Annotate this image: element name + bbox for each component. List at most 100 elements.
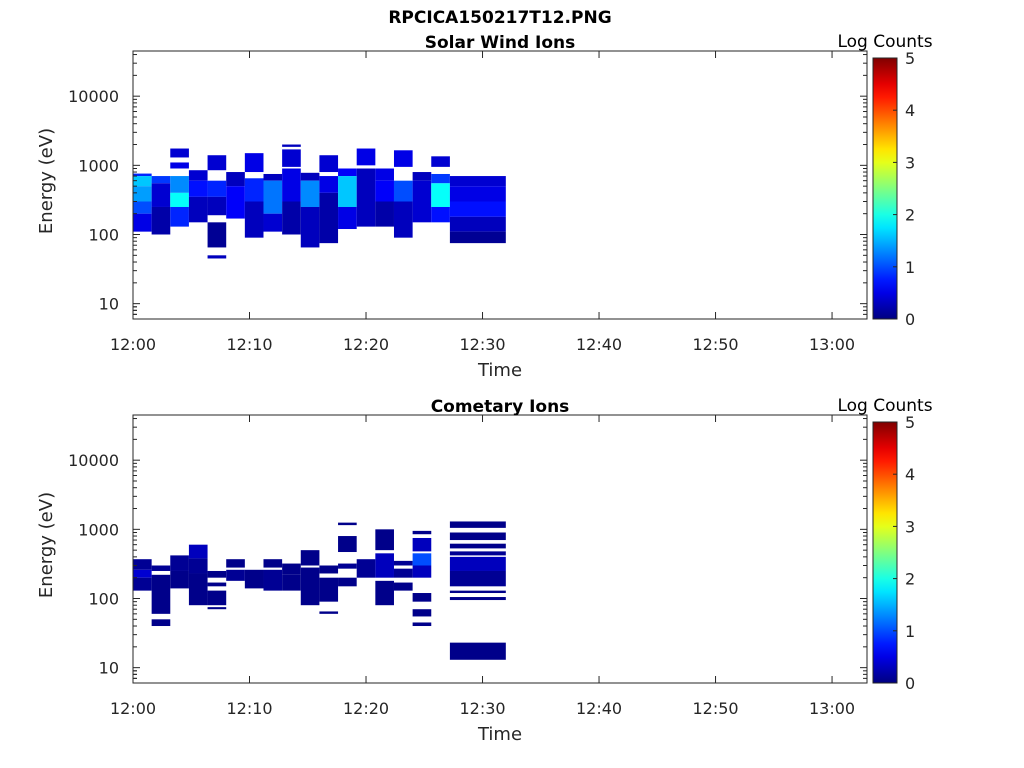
heatmap-cell	[449, 216, 506, 232]
heatmap-cell	[338, 168, 357, 177]
heatmap-cell	[207, 607, 227, 610]
x-tick-label: 12:30	[459, 335, 505, 354]
x-axis-label: Time	[477, 724, 522, 745]
heatmap-cell	[412, 553, 432, 566]
heatmap-cell	[393, 180, 413, 202]
x-tick-label: 12:10	[226, 335, 272, 354]
heatmap-cell	[263, 173, 283, 181]
heatmap-cell	[263, 213, 283, 232]
heatmap-cells	[133, 144, 506, 259]
axes-frame	[132, 50, 868, 320]
heatmap-cell	[319, 565, 339, 574]
heatmap-cell	[412, 622, 432, 627]
heatmap-cell	[300, 172, 320, 181]
heatmap-cell	[207, 570, 227, 578]
heatmap-cell	[338, 522, 357, 526]
heatmap-cell	[133, 559, 152, 570]
heatmap-cell	[449, 590, 506, 594]
chart-panel-2: 12:00 12:10 12:20 12:30 12:40 12:50 13:0010100…	[36, 396, 933, 745]
heatmap-cell	[282, 574, 301, 591]
heatmap-cell	[449, 597, 506, 601]
x-axis-label: Time	[477, 360, 522, 381]
heatmap-cell	[170, 206, 189, 227]
colorbar-tick-label: 1	[905, 258, 915, 277]
y-tick-label: 10000	[68, 87, 119, 106]
colorbar-tick-label: 4	[905, 101, 915, 120]
heatmap-cell	[319, 155, 339, 173]
heatmap-cells	[133, 521, 506, 660]
heatmap-cell	[226, 559, 245, 568]
heatmap-cell	[207, 222, 227, 248]
y-tick-label: 1000	[78, 156, 119, 175]
heatmap-cell	[449, 176, 506, 187]
heatmap-cell	[207, 155, 227, 171]
heatmap-cell	[151, 176, 171, 184]
heatmap-cell	[282, 168, 301, 202]
y-axis-label: Energy (eV)	[36, 492, 57, 598]
x-tick-label: 12:10	[226, 699, 272, 718]
heatmap-cell	[431, 206, 450, 223]
heatmap-cell	[282, 144, 301, 147]
y-tick-label: 1000	[78, 520, 119, 539]
x-tick-label: 12:20	[343, 335, 389, 354]
heatmap-cell	[393, 582, 413, 591]
heatmap-cell	[263, 180, 283, 214]
heatmap-cell	[226, 172, 245, 187]
heatmap-cell	[375, 580, 394, 606]
heatmap-cell	[412, 180, 432, 223]
y-tick-label: 10	[99, 659, 119, 678]
heatmap-cell	[393, 201, 413, 238]
x-tick-label: 12:40	[576, 335, 622, 354]
heatmap-cell	[188, 180, 208, 197]
heatmap-cell	[244, 569, 264, 589]
heatmap-cell	[449, 521, 506, 528]
heatmap-cell	[449, 532, 506, 541]
heatmap-cell	[170, 570, 189, 589]
y-tick-label: 100	[88, 225, 119, 244]
heatmap-cell	[431, 173, 450, 184]
heatmap-cell	[412, 530, 432, 535]
colorbar-label: Log Counts	[837, 396, 932, 416]
heatmap-cell	[170, 192, 189, 207]
heatmap-cell	[393, 150, 413, 167]
heatmap-cell	[449, 556, 506, 571]
heatmap-cell	[207, 590, 227, 606]
heatmap-cell	[244, 178, 264, 202]
heatmap-cell	[282, 201, 301, 235]
y-tick-label: 100	[88, 589, 119, 608]
heatmap-cell	[356, 559, 376, 578]
chart-title: Solar Wind Ions	[425, 33, 576, 53]
figure-title: RPCICA150217T12.PNG	[388, 8, 612, 28]
colorbar-tick-label: 5	[905, 49, 915, 68]
heatmap-cell	[207, 180, 227, 197]
heatmap-cell	[300, 567, 320, 606]
heatmap-cell	[412, 593, 432, 602]
heatmap-cell	[188, 573, 208, 606]
heatmap-cell	[393, 568, 413, 578]
heatmap-cell	[133, 186, 152, 202]
heatmap-cell	[431, 183, 450, 207]
colorbar-tick-label: 4	[905, 465, 915, 484]
colorbar-tick-label: 3	[905, 517, 915, 536]
heatmap-cell	[282, 563, 301, 575]
x-tick-label: 12:00	[110, 699, 156, 718]
heatmap-cell	[412, 537, 432, 552]
heatmap-cell	[338, 206, 357, 230]
heatmap-cell	[449, 551, 506, 556]
heatmap-cell	[170, 162, 189, 169]
heatmap-cell	[188, 544, 208, 559]
heatmap-cell	[356, 148, 376, 166]
heatmap-cell	[449, 642, 506, 660]
heatmap-cell	[263, 559, 283, 568]
heatmap-cell	[170, 176, 189, 193]
heatmap-cell	[319, 192, 339, 244]
x-tick-label: 12:40	[576, 699, 622, 718]
y-tick-label: 10000	[68, 451, 119, 470]
heatmap-cell	[244, 201, 264, 238]
colorbar-tick-label: 2	[905, 570, 915, 589]
heatmap-cell	[375, 553, 394, 578]
heatmap-cell	[226, 569, 245, 581]
axes-frame	[132, 414, 868, 684]
colorbar-tick-label: 2	[905, 206, 915, 225]
